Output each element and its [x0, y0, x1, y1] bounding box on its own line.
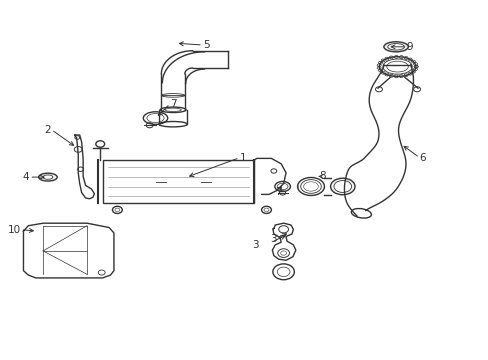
Text: 2: 2	[44, 125, 51, 135]
Ellipse shape	[43, 175, 53, 179]
Ellipse shape	[39, 173, 57, 181]
Ellipse shape	[387, 44, 404, 50]
Bar	[102, 160, 254, 203]
Text: 6: 6	[419, 153, 426, 163]
Ellipse shape	[333, 181, 351, 193]
Ellipse shape	[160, 107, 185, 113]
Ellipse shape	[383, 42, 407, 52]
Text: 7: 7	[170, 99, 177, 109]
Text: 7: 7	[275, 186, 282, 197]
Text: 3: 3	[252, 240, 259, 250]
Text: 5: 5	[203, 40, 209, 50]
Text: 8: 8	[319, 171, 325, 181]
Ellipse shape	[159, 122, 187, 127]
Ellipse shape	[297, 177, 324, 195]
Text: 3: 3	[269, 234, 276, 244]
Text: 4: 4	[22, 172, 29, 182]
Ellipse shape	[300, 180, 321, 193]
Ellipse shape	[164, 108, 181, 112]
Text: 1: 1	[239, 153, 246, 163]
Text: 10: 10	[7, 225, 20, 235]
Ellipse shape	[330, 178, 354, 195]
Text: 9: 9	[406, 42, 413, 52]
